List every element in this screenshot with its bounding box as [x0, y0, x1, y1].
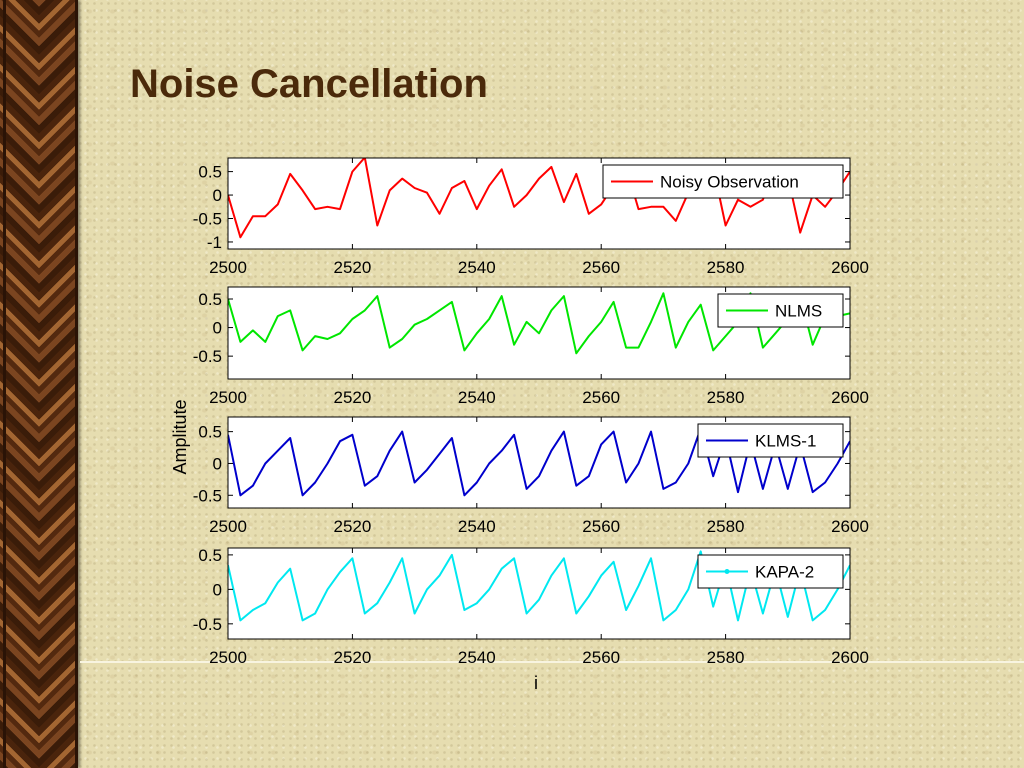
y-tick-label: 0.5 — [198, 546, 222, 565]
y-tick-label: 0 — [213, 186, 222, 205]
y-tick-label: 0.5 — [198, 163, 222, 182]
wood-strip-left-half — [0, 0, 39, 768]
x-tick-label: 2540 — [458, 388, 496, 407]
x-tick-label: 2560 — [582, 258, 620, 277]
x-tick-label: 2580 — [707, 388, 745, 407]
x-tick-label: 2520 — [333, 517, 371, 536]
y-tick-label: 0 — [213, 319, 222, 338]
x-tick-label: 2520 — [333, 648, 371, 667]
y-tick-label: -0.5 — [193, 210, 222, 229]
x-tick-label: 2520 — [333, 388, 371, 407]
y-tick-label: 0.5 — [198, 290, 222, 309]
wood-strip-edge — [75, 0, 78, 768]
legend-marker-dot — [724, 569, 730, 574]
x-tick-label: 2540 — [458, 648, 496, 667]
legend-nlms: NLMS — [717, 293, 844, 328]
legend-label: NLMS — [775, 302, 822, 321]
y-tick-label: -0.5 — [193, 615, 222, 634]
wood-border-strip — [0, 0, 78, 768]
x-tick-label: 2540 — [458, 258, 496, 277]
plot-panel-nlms: 2500 2520 2540 2560 2580 2600 0.5 0 -0.5 NLMS — [193, 286, 869, 407]
y-tick-label: -1 — [207, 233, 222, 252]
y-tick-label: 0 — [213, 580, 222, 599]
legend-noisy-observation: Noisy Observation — [602, 164, 844, 199]
legend-box — [602, 164, 844, 199]
y-tick-label: -0.5 — [193, 486, 222, 505]
x-tick-label: 2600 — [831, 258, 869, 277]
x-tick-label: 2600 — [831, 517, 869, 536]
x-tick-label: 2500 — [209, 388, 247, 407]
y-tick-label: -0.5 — [193, 347, 222, 366]
plot-frame — [227, 416, 851, 509]
x-tick-label: 2580 — [707, 517, 745, 536]
y-tick-label: 0.5 — [198, 423, 222, 442]
plot-frame — [227, 547, 851, 640]
x-tick-label: 2600 — [831, 648, 869, 667]
x-tick-label: 2500 — [209, 258, 247, 277]
plot-frame — [227, 157, 851, 250]
y-axis-label: Amplitute — [170, 399, 190, 474]
plot-panel-kapa-2: 2500 2520 2540 2560 2580 2600 0.5 0 -0.5 KAPA-2 — [193, 546, 869, 667]
series-line-klms-1 — [228, 427, 850, 497]
wood-strip-edge — [3, 0, 6, 768]
legend-label: KAPA-2 — [755, 563, 814, 582]
x-tick-label: 2560 — [582, 388, 620, 407]
x-tick-label: 2500 — [209, 517, 247, 536]
y-tick-label: 0 — [213, 454, 222, 473]
x-tick-label: 2580 — [707, 258, 745, 277]
x-tick-label: 2580 — [707, 648, 745, 667]
legend-label: Noisy Observation — [660, 173, 799, 192]
plot-panel-klms-1: 2500 2520 2540 2560 2580 2600 0.5 0 -0.5 KLMS-1 — [193, 416, 869, 536]
slide-separator-line — [80, 661, 1024, 663]
plot-frame — [227, 286, 851, 380]
x-tick-label: 2520 — [333, 258, 371, 277]
x-axis-label: i — [534, 673, 538, 693]
legend-klms-1: KLMS-1 — [697, 423, 844, 458]
legend-label: KLMS-1 — [755, 432, 816, 451]
series-line-noisy-observation — [228, 158, 850, 239]
slide-title: Noise Cancellation — [130, 62, 488, 106]
x-tick-label: 2540 — [458, 517, 496, 536]
x-tick-label: 2560 — [582, 517, 620, 536]
wood-strip-right-half — [39, 0, 78, 768]
x-tick-label: 2600 — [831, 388, 869, 407]
legend-kapa-2: KAPA-2 — [697, 554, 844, 589]
plot-panel-noisy-observation: 2500 2520 2540 2560 2580 2600 0.5 0 -0.5 -1 Noisy … — [193, 157, 869, 277]
x-tick-label: 2560 — [582, 648, 620, 667]
x-tick-label: 2500 — [209, 648, 247, 667]
